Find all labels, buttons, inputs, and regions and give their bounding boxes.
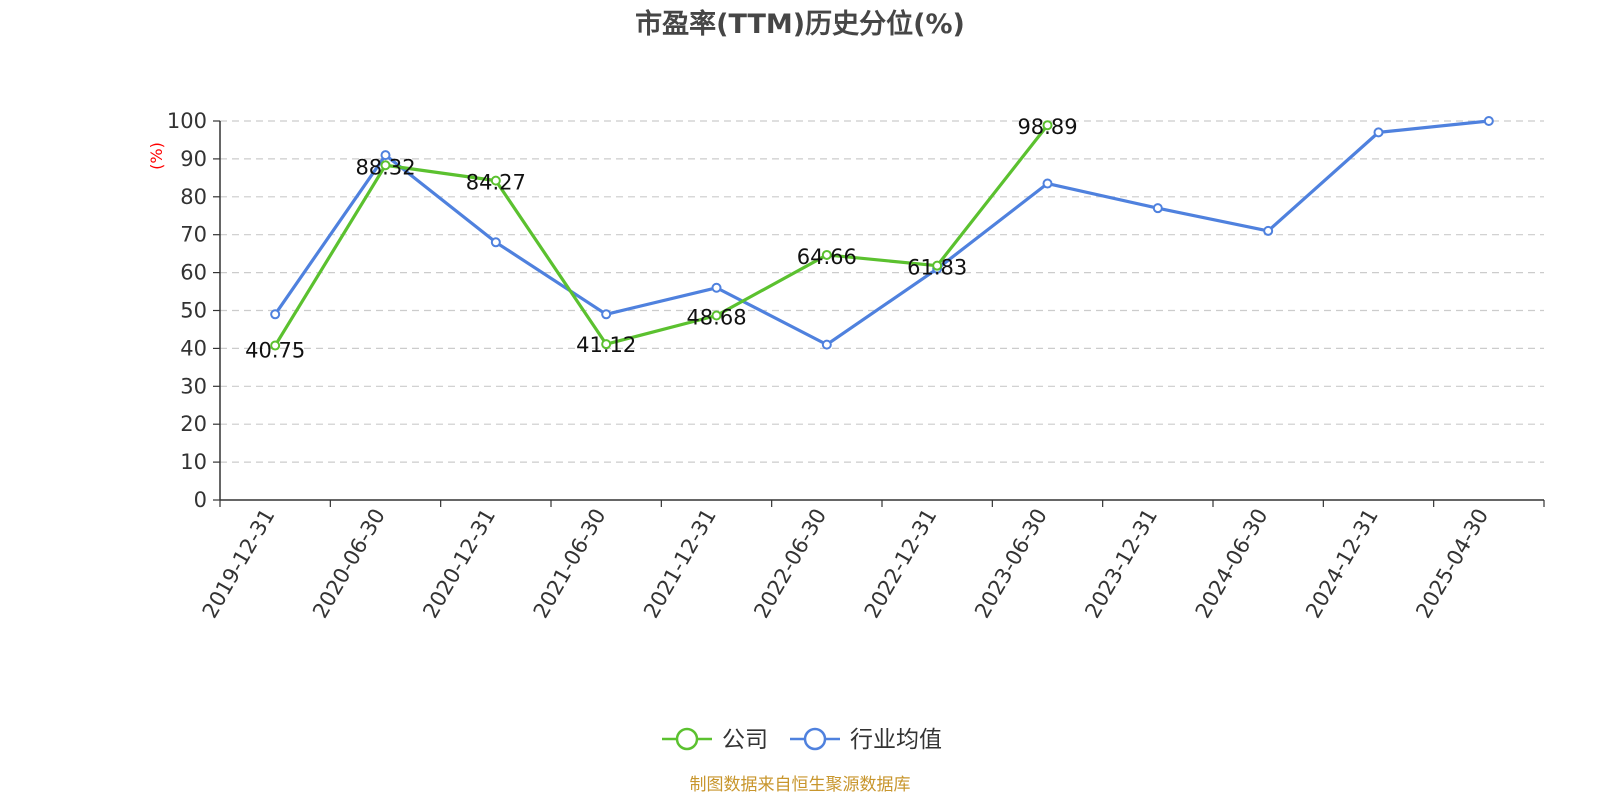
data-point[interactable] bbox=[270, 340, 281, 351]
data-label: 48.68 bbox=[686, 306, 746, 330]
data-point[interactable] bbox=[1263, 225, 1274, 236]
x-tick-label: 2021-06-30 bbox=[529, 505, 611, 623]
data-point[interactable] bbox=[1483, 116, 1494, 126]
legend-label: 行业均值 bbox=[850, 727, 942, 753]
data-point[interactable] bbox=[601, 309, 612, 320]
data-source-note: 制图数据来自恒生聚源数据库 bbox=[690, 775, 911, 795]
x-tick-label: 2020-06-30 bbox=[308, 505, 390, 623]
data-label: 40.75 bbox=[245, 339, 305, 363]
y-tick-label: 0 bbox=[194, 488, 207, 512]
y-tick-label: 20 bbox=[180, 412, 207, 436]
legend-item-industry-average[interactable]: 行业均值 bbox=[790, 727, 942, 753]
x-tick-label: 2024-06-30 bbox=[1191, 505, 1273, 623]
x-tick-label: 2023-12-31 bbox=[1080, 505, 1162, 623]
data-label: 98.89 bbox=[1017, 115, 1077, 139]
series-industry-average bbox=[270, 116, 1494, 350]
series-lines bbox=[270, 116, 1494, 351]
data-labels: 40.75 88.32 84.27 41.12 48.68 64.66 61.83 98.89 bbox=[245, 115, 1077, 362]
chart-title: 市盈率(TTM)历史分位(%) bbox=[635, 8, 965, 40]
series-line bbox=[273, 119, 1489, 347]
x-tick-label: 2022-06-30 bbox=[749, 505, 831, 623]
data-point[interactable] bbox=[490, 175, 501, 186]
x-tick-label: 2019-12-31 bbox=[198, 505, 280, 623]
y-tick-label: 70 bbox=[180, 223, 207, 247]
x-tick-label: 2024-12-31 bbox=[1301, 505, 1383, 623]
grid-lines bbox=[220, 120, 1544, 463]
data-point[interactable] bbox=[380, 160, 391, 171]
y-tick-label: 30 bbox=[180, 374, 207, 398]
y-tick-label: 100 bbox=[167, 109, 207, 133]
data-point[interactable] bbox=[1042, 178, 1053, 189]
y-tick-label: 80 bbox=[180, 185, 207, 209]
series-line bbox=[273, 124, 1049, 347]
data-point[interactable] bbox=[270, 309, 281, 320]
legend-item-company[interactable]: 公司 bbox=[662, 727, 768, 753]
data-point[interactable] bbox=[490, 237, 501, 248]
data-point[interactable] bbox=[711, 282, 722, 293]
series-company bbox=[270, 120, 1053, 351]
data-point[interactable] bbox=[1042, 120, 1053, 131]
data-point[interactable] bbox=[1373, 127, 1384, 138]
x-tick-label: 2023-06-30 bbox=[970, 505, 1052, 623]
data-point[interactable] bbox=[711, 310, 722, 321]
y-tick-label: 10 bbox=[180, 450, 207, 474]
data-label: 84.27 bbox=[466, 171, 526, 195]
x-tick-label: 2021-12-31 bbox=[639, 505, 721, 623]
legend-circle-icon bbox=[803, 727, 827, 751]
legend-label: 公司 bbox=[722, 727, 768, 753]
data-label: 64.66 bbox=[797, 245, 857, 269]
data-label: 41.12 bbox=[576, 333, 636, 357]
y-tick-label: 40 bbox=[180, 336, 207, 360]
y-tick-label: 60 bbox=[180, 261, 207, 285]
data-point[interactable] bbox=[601, 339, 612, 350]
data-point[interactable] bbox=[1152, 203, 1163, 214]
data-point[interactable] bbox=[380, 150, 391, 161]
legend-circle-icon bbox=[675, 727, 699, 751]
data-point[interactable] bbox=[821, 249, 832, 260]
y-axis-unit-label: (%) bbox=[147, 142, 166, 170]
data-point[interactable] bbox=[932, 260, 943, 271]
x-tick-label: 2022-12-31 bbox=[860, 505, 942, 623]
x-tick-label: 2025-04-30 bbox=[1411, 505, 1493, 623]
legend[interactable]: 公司 行业均值 bbox=[662, 727, 942, 753]
data-label: 88.32 bbox=[355, 155, 415, 179]
data-label: 61.83 bbox=[907, 256, 967, 280]
y-tick-label: 50 bbox=[180, 299, 207, 323]
data-point[interactable] bbox=[821, 339, 832, 350]
y-tick-label: 90 bbox=[180, 147, 207, 171]
x-tick-label: 2020-12-31 bbox=[418, 505, 500, 623]
